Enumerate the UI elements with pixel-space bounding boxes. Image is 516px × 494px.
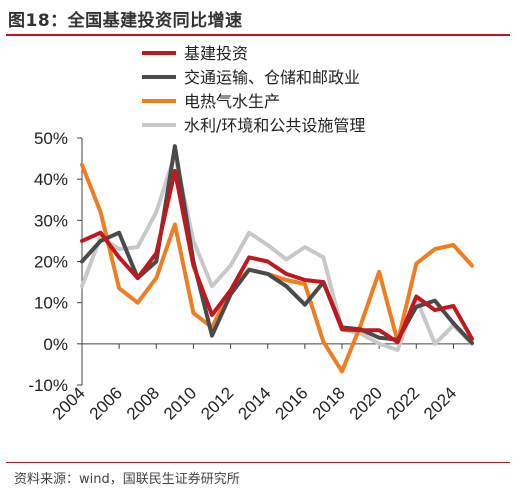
legend-label: 水利/环境和公共设施管理 — [184, 116, 365, 135]
y-tick-label: -10% — [28, 376, 68, 395]
series-line — [80, 168, 474, 345]
series-lines — [80, 144, 474, 374]
x-tick-label: 2006 — [86, 383, 126, 423]
series-line — [80, 152, 474, 352]
legend-label: 交通运输、仓储和邮政业 — [184, 68, 360, 87]
y-tick-label: 40% — [34, 170, 68, 189]
x-tick-label: 2014 — [234, 383, 274, 423]
source-note: 资料来源：wind，国联民生证券研究所 — [14, 472, 240, 487]
title-divider — [6, 34, 510, 36]
y-tick-label: 50% — [34, 129, 68, 148]
figure-title: 图18：全国基建投资同比增速 — [8, 11, 243, 31]
y-tick-label: 20% — [34, 253, 68, 272]
y-tick-label: 0% — [43, 335, 68, 354]
x-tick-label: 2022 — [383, 383, 423, 423]
x-tick-label: 2012 — [197, 383, 237, 423]
y-tick-label: 10% — [34, 294, 68, 313]
x-tick-label: 2018 — [309, 383, 349, 423]
x-tick-label: 2016 — [272, 383, 312, 423]
axes: 50%40%30%20%10%0%-10%2004200620082010201… — [28, 129, 472, 424]
series-line — [80, 162, 474, 374]
x-tick-label: 2008 — [123, 383, 163, 423]
x-tick-label: 2020 — [346, 383, 386, 423]
x-tick-label: 2010 — [160, 383, 200, 423]
x-tick-label: 2024 — [420, 383, 460, 423]
source-divider — [6, 462, 510, 463]
legend-label: 电热气水生产 — [184, 92, 280, 111]
legend-label: 基建投资 — [184, 44, 248, 63]
y-tick-label: 30% — [34, 211, 68, 230]
